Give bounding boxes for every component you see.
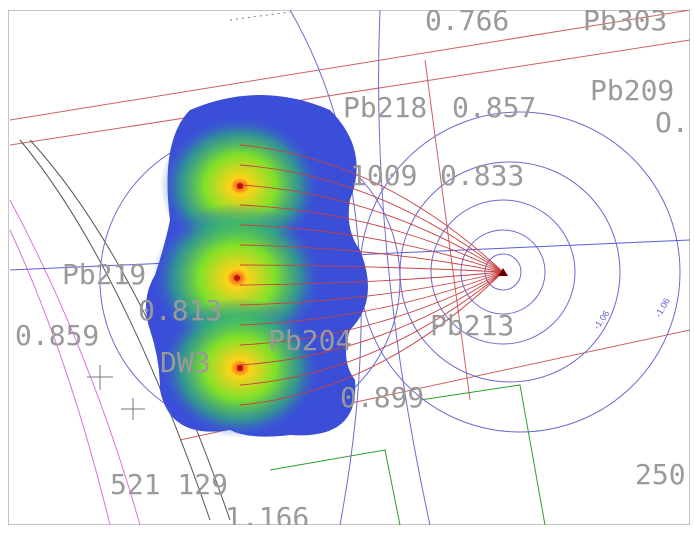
- map-label: Pb219: [62, 258, 146, 291]
- flow-line: [239, 271, 504, 286]
- road: [29, 139, 231, 521]
- flow-line: [239, 271, 504, 326]
- cross-marks: [87, 365, 145, 420]
- map-label: Pb204: [268, 324, 352, 357]
- map-label: 0.766: [425, 4, 509, 37]
- flow-line: [239, 244, 504, 273]
- map-label: 0.899: [340, 381, 424, 414]
- map-label: Pb303: [583, 4, 667, 37]
- map-label: 0.857: [452, 91, 536, 124]
- flow-line: [239, 164, 504, 273]
- map-label: 0.813: [138, 294, 222, 327]
- boundary: [424, 59, 471, 401]
- map-label: 1009: [350, 159, 417, 192]
- map-label: Pb218: [343, 91, 427, 124]
- wells: [234, 183, 508, 371]
- boundary-pink: [9, 199, 141, 525]
- well: [234, 275, 240, 281]
- contour: [460, 229, 546, 315]
- well: [237, 365, 243, 371]
- boundary: [9, 39, 690, 146]
- well: [237, 183, 243, 189]
- map-label: 250: [635, 458, 686, 491]
- boundary: [9, 10, 690, 121]
- contour: [430, 199, 576, 345]
- map-label: DW3: [160, 346, 211, 379]
- map-label: O.: [655, 106, 689, 139]
- contour: [289, 10, 362, 525]
- flow-line: [239, 271, 504, 386]
- flow-line: [239, 264, 504, 273]
- contour: [378, 10, 431, 525]
- map-label: 1.166: [225, 501, 309, 534]
- contour: [484, 253, 522, 291]
- road: [19, 139, 211, 521]
- fence: [229, 11, 291, 21]
- flow-line: [239, 224, 504, 273]
- sink: [498, 268, 508, 276]
- flow-line: [239, 271, 504, 406]
- flow-line: [239, 204, 504, 273]
- map-label: 0.833: [440, 159, 524, 192]
- flow-line: [239, 184, 504, 273]
- map-label: 0.859: [15, 319, 99, 352]
- flow-line: [239, 271, 504, 306]
- flow-line: [239, 271, 504, 346]
- flow-lines: [239, 144, 504, 406]
- building: [269, 384, 546, 525]
- map-label: 521 129: [110, 468, 228, 501]
- map-label: Pb209: [590, 74, 674, 107]
- flow-line: [239, 271, 504, 366]
- map-label: Pb213: [430, 309, 514, 342]
- boundary-pink: [9, 229, 111, 525]
- flow-line: [239, 144, 504, 273]
